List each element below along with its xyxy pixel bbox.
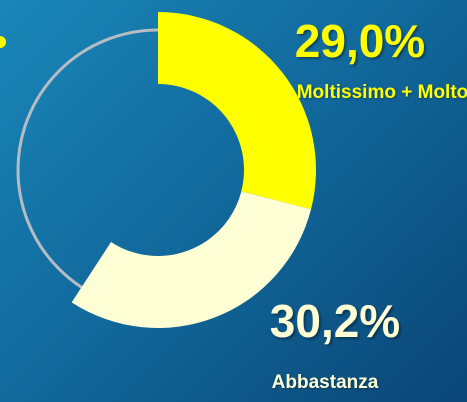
cropped-marker (0, 36, 6, 48)
category-label: Abbastanza (271, 372, 379, 393)
value-label: 29,0% (294, 15, 426, 67)
value-label: 30,2% (269, 295, 401, 347)
category-label: Moltissimo + Molto (296, 82, 467, 103)
donut-segment (71, 191, 312, 328)
donut-segment (158, 12, 316, 210)
